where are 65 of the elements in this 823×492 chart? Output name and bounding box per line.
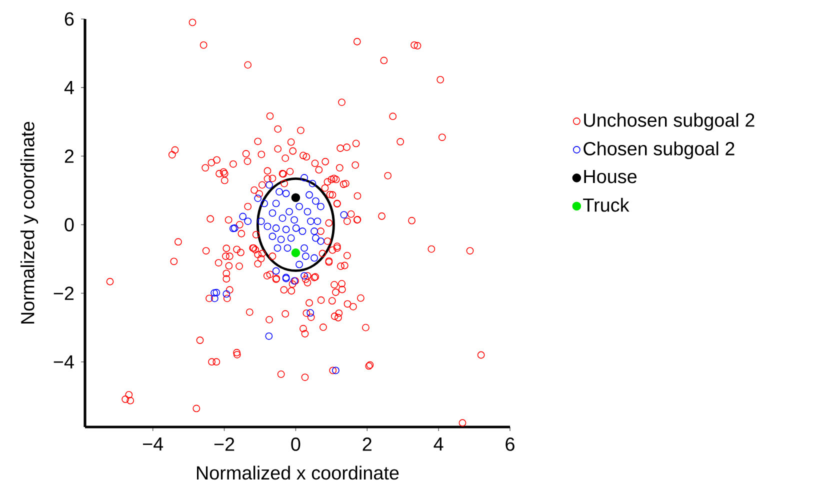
y-tick-label: 6 (64, 12, 74, 26)
point (264, 222, 272, 230)
point (266, 181, 273, 189)
point (296, 202, 303, 210)
point (212, 288, 220, 296)
point (290, 216, 298, 224)
point (298, 228, 306, 235)
point (282, 226, 290, 234)
point (282, 190, 290, 198)
point (286, 208, 293, 216)
point (307, 218, 314, 225)
point (268, 232, 276, 240)
y-tick-label: −4 (54, 355, 74, 368)
y-axis-title: Normalized y coordinate (20, 122, 38, 324)
point (317, 237, 324, 245)
legend-label: Truck (583, 198, 630, 212)
point (239, 212, 247, 220)
point (317, 202, 324, 210)
point (272, 200, 280, 208)
x-tick-label: −2 (214, 438, 234, 451)
y-tick-label: 2 (64, 150, 74, 163)
point (274, 244, 282, 252)
x-tick-label: −4 (143, 438, 164, 451)
point (257, 218, 265, 225)
point (308, 180, 316, 188)
point (277, 236, 285, 244)
y-tick-label: 4 (64, 81, 74, 94)
point (302, 252, 310, 260)
point (310, 254, 318, 262)
y-tick-label: −2 (54, 286, 74, 300)
point (300, 272, 308, 280)
point (272, 267, 280, 275)
point (310, 228, 318, 235)
point (306, 191, 313, 199)
x-tick-label: 0 (291, 438, 300, 451)
y-tick-label: 0 (64, 218, 74, 232)
legend-label: House (584, 170, 637, 184)
point (272, 224, 280, 232)
point (314, 218, 322, 225)
point (300, 244, 308, 252)
point (210, 289, 218, 297)
point (312, 197, 320, 205)
x-tick-label: 2 (362, 438, 372, 451)
point (291, 248, 300, 258)
point (296, 260, 303, 268)
point (300, 174, 308, 182)
point (304, 208, 312, 216)
point (340, 211, 348, 218)
point (276, 188, 283, 196)
point (260, 200, 268, 208)
point (278, 214, 286, 222)
point (287, 234, 295, 242)
x-tick-label: 4 (434, 438, 444, 451)
point (284, 244, 292, 252)
legend-label: Chosen subgoal 2 (584, 141, 734, 160)
point (265, 332, 273, 340)
legend-label: Unchosen subgoal 2 (584, 112, 754, 131)
point (244, 218, 252, 225)
point (312, 234, 320, 242)
point (332, 366, 340, 374)
x-tick-label: 6 (506, 438, 514, 451)
point (291, 193, 300, 202)
point (292, 224, 300, 232)
point (268, 209, 276, 217)
x-axis-title: Normalized x coordinate (196, 466, 399, 480)
